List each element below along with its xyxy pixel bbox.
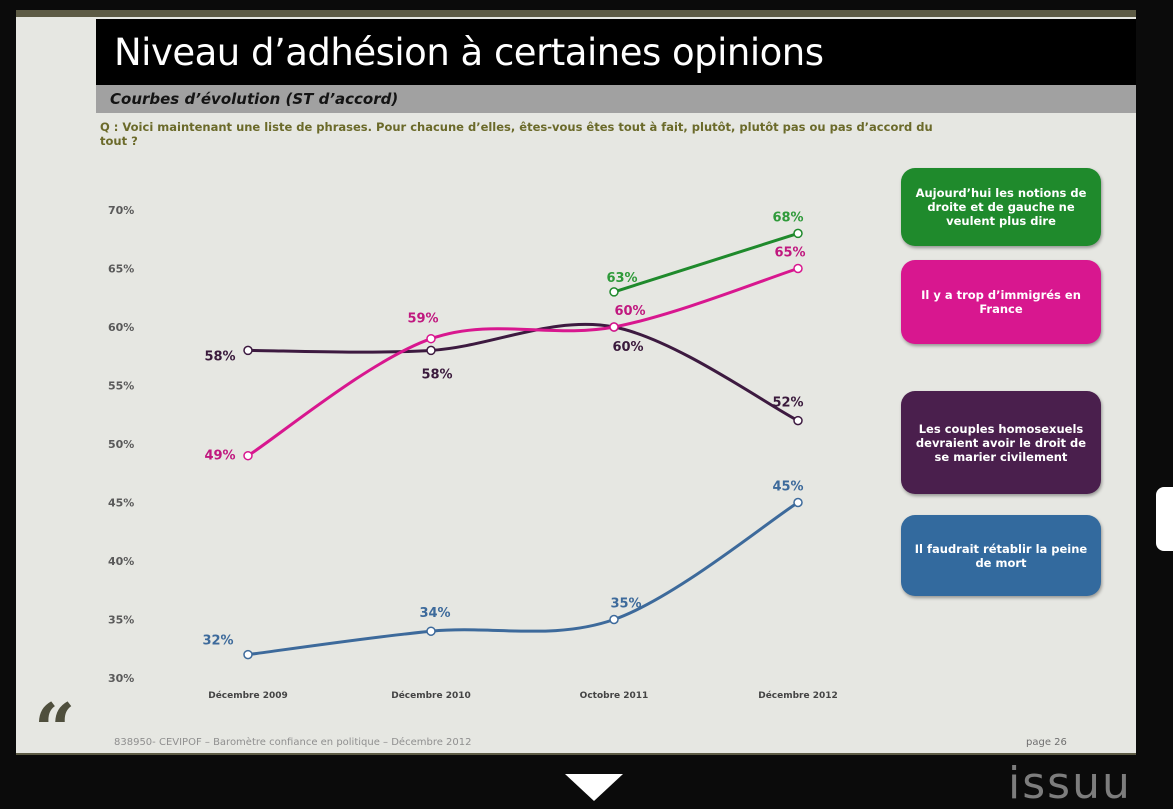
y-tick-label: 70% (108, 204, 134, 217)
data-point (609, 287, 619, 297)
data-label: 58% (204, 349, 235, 364)
series-line-0 (612, 231, 800, 294)
y-tick-label: 60% (108, 321, 134, 334)
next-page-arrow-icon[interactable] (565, 774, 623, 801)
legend-item-same-sex-marriage: Les couples homosexuels devraient avoir … (901, 391, 1101, 494)
data-point (426, 345, 436, 356)
legend-item-immigration: Il y a trop d’immigrés en France (901, 260, 1101, 344)
legend-item-death-penalty: Il faudrait rétablir la peine de mort (901, 515, 1101, 596)
y-tick-label: 45% (108, 497, 134, 510)
footer-divider (16, 753, 1136, 755)
series-line-3 (246, 501, 800, 657)
y-tick-label: 55% (108, 380, 134, 393)
data-label: 52% (772, 396, 803, 411)
data-label: 60% (612, 340, 643, 355)
x-tick-label: Décembre 2009 (208, 690, 288, 701)
data-label: 59% (407, 312, 438, 327)
legend-label: Il y a trop d’immigrés en France (921, 288, 1081, 316)
x-tick-label: Décembre 2012 (758, 690, 838, 701)
slide-subtitle: Courbes d’évolution (ST d’accord) (110, 90, 399, 108)
data-label: 34% (419, 606, 450, 621)
legend-label: Il faudrait rétablir la peine de mort (914, 541, 1088, 570)
legend-item-left-right: Aujourd’hui les notions de droite et de … (901, 168, 1101, 246)
title-banner: Niveau d’adhésion à certaines opinions (96, 19, 1136, 85)
data-point (793, 263, 803, 274)
data-point (426, 333, 436, 344)
subtitle-banner: Courbes d’évolution (ST d’accord) (96, 85, 1136, 113)
scroll-handle[interactable] (1156, 487, 1173, 551)
data-label: 60% (614, 304, 645, 319)
series-line-2 (246, 322, 800, 423)
survey-question: Q : Voici maintenant une liste de phrase… (100, 120, 933, 148)
y-tick-label: 65% (108, 263, 134, 276)
series-line-1 (246, 267, 800, 458)
data-label: 49% (204, 449, 235, 464)
quote-mark-icon: “ (34, 687, 76, 756)
x-tick-label: Décembre 2010 (391, 690, 471, 701)
x-tick-label: Octobre 2011 (580, 691, 649, 701)
data-label: 65% (774, 246, 805, 261)
y-tick-label: 40% (108, 555, 134, 568)
y-tick-label: 35% (108, 614, 134, 627)
page-number: page 26 (1026, 737, 1067, 748)
slide: Niveau d’adhésion à certaines opinions C… (16, 10, 1136, 755)
data-point (426, 626, 436, 636)
data-label: 68% (772, 210, 803, 225)
data-point (243, 450, 253, 461)
data-point (793, 497, 803, 508)
y-tick-label: 30% (108, 672, 134, 685)
data-point (609, 322, 619, 332)
line-chart: 30% 35% 40% 45% 50% 55% 60% 65% 70% Décembre 2009… (108, 204, 838, 701)
data-point (793, 228, 803, 239)
y-tick-label: 50% (108, 438, 134, 451)
data-point (243, 649, 253, 660)
header-band (16, 10, 1136, 17)
legend-label: Les couples homosexuels devraient avoir … (915, 421, 1087, 464)
data-point (609, 614, 619, 625)
slide-title: Niveau d’adhésion à certaines opinions (114, 31, 824, 74)
footer-source-note: 838950- CEVIPOF – Baromètre confiance en… (114, 737, 472, 748)
data-point (243, 345, 253, 356)
data-label: 58% (421, 367, 452, 382)
data-label: 63% (606, 271, 637, 286)
data-label: 32% (202, 634, 233, 649)
data-label: 45% (772, 480, 803, 495)
legend-label: Aujourd’hui les notions de droite et de … (915, 186, 1087, 228)
issuu-logo: issuu (1008, 758, 1132, 809)
data-label: 35% (610, 597, 641, 612)
data-point (793, 415, 803, 426)
